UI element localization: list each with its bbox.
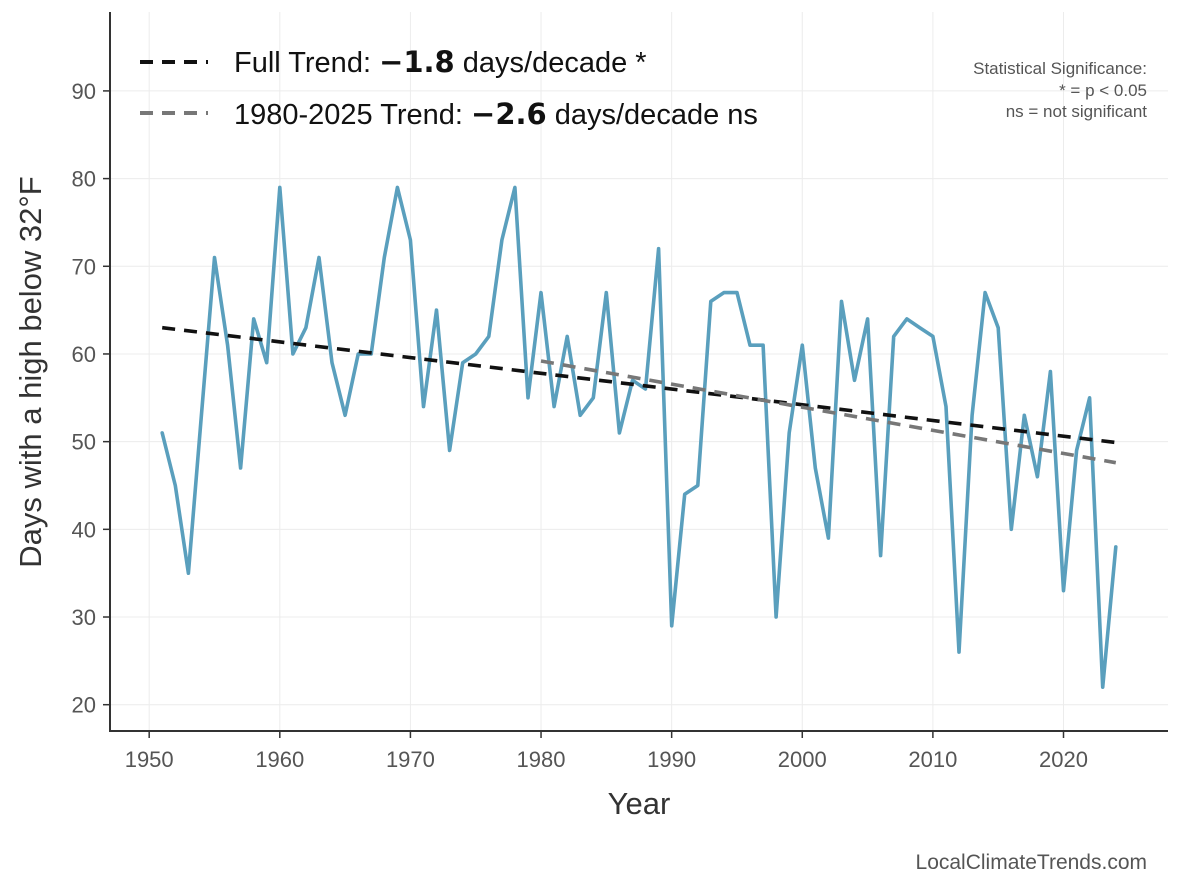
- y-tick-label-40: 40: [72, 517, 96, 542]
- y-axis-title: Days with a high below 32°F: [13, 176, 48, 567]
- significance-title: Statistical Significance:: [973, 59, 1147, 78]
- significance-note: Statistical Significance: * = p < 0.05 n…: [973, 59, 1147, 121]
- x-axis-title: Year: [608, 786, 671, 821]
- x-tick-label-2000: 2000: [778, 747, 827, 772]
- legend-value-full-trend: −1.8: [379, 45, 455, 79]
- legend: Full Trend: −1.8 days/decade * 1980-2025…: [140, 45, 758, 131]
- y-tick-label-20: 20: [72, 693, 96, 718]
- legend-value-recent-trend: −2.6: [471, 97, 547, 131]
- significance-p-value: * = p < 0.05: [1059, 81, 1147, 100]
- y-tick-label-80: 80: [72, 167, 96, 192]
- legend-label-recent-trend: 1980-2025 Trend: −2.6 days/decade ns: [234, 97, 758, 131]
- y-tick-label-70: 70: [72, 254, 96, 279]
- x-tick-label-2020: 2020: [1039, 747, 1088, 772]
- y-tick-label-30: 30: [72, 605, 96, 630]
- significance-ns: ns = not significant: [1006, 102, 1148, 121]
- x-tick-label-1960: 1960: [255, 747, 304, 772]
- grid: [110, 12, 1168, 731]
- legend-label-full-trend: Full Trend: −1.8 days/decade *: [234, 45, 647, 79]
- ticks: 1950 1960 1970 1980 1990 2000 2010 202020304050…: [72, 79, 1088, 772]
- recent-trend-line: [540, 359, 1117, 465]
- full-trend-line: [161, 325, 1117, 445]
- legend-suffix-full-trend: days/decade *: [455, 47, 647, 79]
- x-tick-label-1990: 1990: [647, 747, 696, 772]
- x-tick-label-2010: 2010: [908, 747, 957, 772]
- x-tick-label-1970: 1970: [386, 747, 435, 772]
- y-tick-label-50: 50: [72, 430, 96, 455]
- legend-prefix-recent-trend: 1980-2025 Trend:: [234, 99, 471, 131]
- source-credit: LocalClimateTrends.com: [916, 851, 1147, 874]
- series-layer: [160, 185, 1118, 690]
- observed-days-line: [160, 185, 1118, 690]
- y-tick-label-90: 90: [72, 79, 96, 104]
- legend-suffix-recent-trend: days/decade ns: [547, 99, 758, 131]
- legend-prefix-full-trend: Full Trend:: [234, 47, 379, 79]
- axes: [109, 12, 1168, 732]
- x-tick-label-1950: 1950: [125, 747, 174, 772]
- y-tick-label-60: 60: [72, 342, 96, 367]
- x-tick-label-1980: 1980: [517, 747, 566, 772]
